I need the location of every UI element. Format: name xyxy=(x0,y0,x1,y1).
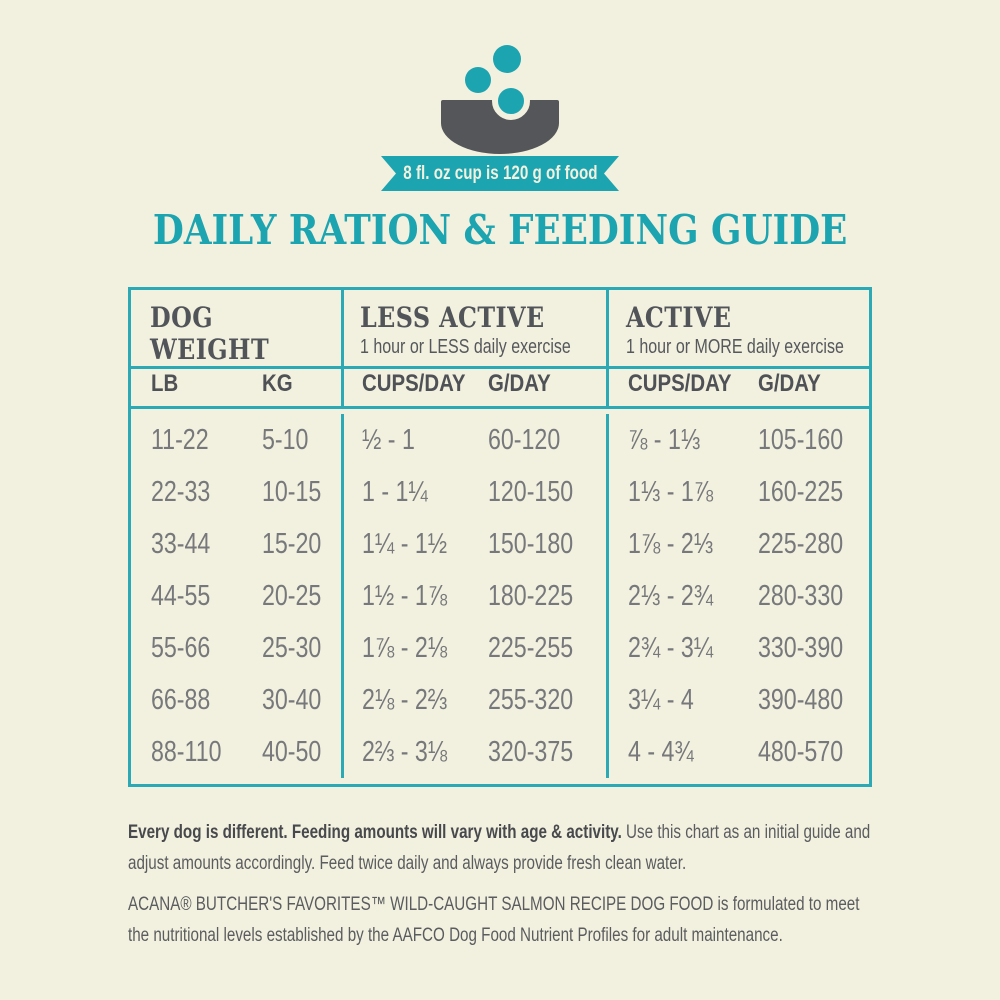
table-cell: 1⅞ - 2⅛ xyxy=(341,622,473,674)
table-cell: 40-50 xyxy=(262,735,322,768)
table-cell: 5-10 xyxy=(262,423,309,456)
table-cell: 55-66 xyxy=(151,631,211,664)
cup-note-text: 8 fl. oz cup is 120 g of food xyxy=(402,162,598,184)
table-cell: 1⅞ - 2⅓ xyxy=(606,518,738,570)
table-row: 88-110 40-50 2⅔ - 3⅛ 320-375 4 - 4¾ 480-570 xyxy=(131,726,869,778)
table-cell: 480-570 xyxy=(758,735,844,768)
table-cell: 60-120 xyxy=(488,423,561,456)
page-title: DAILY RATION & FEEDING GUIDE xyxy=(152,206,848,254)
table-cell: 1⅓ - 1⅞ xyxy=(606,466,738,518)
column-header-g-day: G/DAY xyxy=(738,362,869,409)
table-cell: 2¾ - 3¼ xyxy=(606,622,738,674)
table-cell: 390-480 xyxy=(758,683,844,716)
group-header-less-active: LESS ACTIVE 1 hour or LESS daily exercis… xyxy=(341,290,606,369)
column-header-g-day: G/DAY xyxy=(473,362,606,409)
table-cell: 1¼ - 1½ xyxy=(341,518,473,570)
table-cell: 88-110 xyxy=(151,735,222,768)
table-subheader-row: LB KG CUPS/DAY G/DAY CUPS/DAY G/DAY xyxy=(131,362,869,409)
group-subtitle: 1 hour or MORE daily exercise xyxy=(626,335,844,358)
footnote-feeding-advice: Every dog is different. Feeding amounts … xyxy=(128,818,872,880)
footnote-bold-lead: Every dog is different. Feeding amounts … xyxy=(128,822,622,843)
table-cell: 66-88 xyxy=(151,683,211,716)
table-cell: 1 - 1¼ xyxy=(341,466,473,518)
table-cell: 160-225 xyxy=(758,475,844,508)
table-cell: 120-150 xyxy=(488,475,574,508)
table-cell: ½ - 1 xyxy=(341,414,473,466)
kibble-dot-icon xyxy=(493,45,521,73)
cup-note-ribbon: 8 fl. oz cup is 120 g of food xyxy=(381,156,619,191)
column-header-cups-day: CUPS/DAY xyxy=(341,362,473,409)
table-cell: 255-320 xyxy=(488,683,574,716)
column-header-cups-day: CUPS/DAY xyxy=(606,362,738,409)
table-cell: 30-40 xyxy=(262,683,322,716)
table-cell: 150-180 xyxy=(488,527,574,560)
column-header-lb: LB xyxy=(131,362,240,409)
feeding-table: DOG WEIGHT LESS ACTIVE 1 hour or LESS da… xyxy=(128,287,872,787)
table-cell: 2⅔ - 3⅛ xyxy=(341,726,473,778)
table-row: 66-88 30-40 2⅛ - 2⅔ 255-320 3¼ - 4 390-480 xyxy=(131,674,869,726)
table-row: 44-55 20-25 1½ - 1⅞ 180-225 2⅓ - 2¾ 280-330 xyxy=(131,570,869,622)
column-header-kg: KG xyxy=(240,362,341,409)
footnote-aafco-statement: ACANA® BUTCHER'S FAVORITES™ WILD-CAUGHT … xyxy=(128,890,872,952)
group-header-dog-weight: DOG WEIGHT xyxy=(131,290,341,369)
group-title: ACTIVE xyxy=(626,301,732,334)
footnote-text: Use this chart as an initial guide and a… xyxy=(128,822,871,874)
table-cell: 22-33 xyxy=(151,475,211,508)
table-cell: 11-22 xyxy=(151,423,209,456)
table-cell: 2⅛ - 2⅔ xyxy=(341,674,473,726)
footnote-text: ACANA® BUTCHER'S FAVORITES™ WILD-CAUGHT … xyxy=(128,894,860,946)
table-cell: 320-375 xyxy=(488,735,574,768)
table-cell: 180-225 xyxy=(488,579,574,612)
table-cell: 33-44 xyxy=(151,527,211,560)
group-header-active: ACTIVE 1 hour or MORE daily exercise xyxy=(606,290,869,369)
kibble-dot-icon xyxy=(465,67,491,93)
table-cell: ⅞ - 1⅓ xyxy=(606,414,738,466)
table-body: 11-22 5-10 ½ - 1 60-120 ⅞ - 1⅓ 105-160 22-33 10… xyxy=(131,409,869,784)
group-subtitle: 1 hour or LESS daily exercise xyxy=(360,335,571,358)
table-cell: 3¼ - 4 xyxy=(606,674,738,726)
table-row: 33-44 15-20 1¼ - 1½ 150-180 1⅞ - 2⅓ 225-280 xyxy=(131,518,869,570)
kibble-dot-icon xyxy=(492,82,530,120)
table-cell: 15-20 xyxy=(262,527,322,560)
table-cell: 225-280 xyxy=(758,527,844,560)
group-title: LESS ACTIVE xyxy=(360,301,545,334)
table-cell: 4 - 4¾ xyxy=(606,726,738,778)
table-cell: 1½ - 1⅞ xyxy=(341,570,473,622)
table-cell: 44-55 xyxy=(151,579,211,612)
table-cell: 20-25 xyxy=(262,579,322,612)
table-group-header-row: DOG WEIGHT LESS ACTIVE 1 hour or LESS da… xyxy=(131,290,869,369)
table-cell: 280-330 xyxy=(758,579,844,612)
table-cell: 330-390 xyxy=(758,631,844,664)
table-cell: 2⅓ - 2¾ xyxy=(606,570,738,622)
table-row: 11-22 5-10 ½ - 1 60-120 ⅞ - 1⅓ 105-160 xyxy=(131,414,869,466)
table-row: 55-66 25-30 1⅞ - 2⅛ 225-255 2¾ - 3¼ 330-390 xyxy=(131,622,869,674)
table-cell: 225-255 xyxy=(488,631,574,664)
table-cell: 25-30 xyxy=(262,631,322,664)
table-cell: 105-160 xyxy=(758,423,844,456)
table-row: 22-33 10-15 1 - 1¼ 120-150 1⅓ - 1⅞ 160-225 xyxy=(131,466,869,518)
hero-section: 8 fl. oz cup is 120 g of food xyxy=(0,0,1000,200)
table-cell: 10-15 xyxy=(262,475,322,508)
group-title: DOG WEIGHT xyxy=(150,301,270,366)
